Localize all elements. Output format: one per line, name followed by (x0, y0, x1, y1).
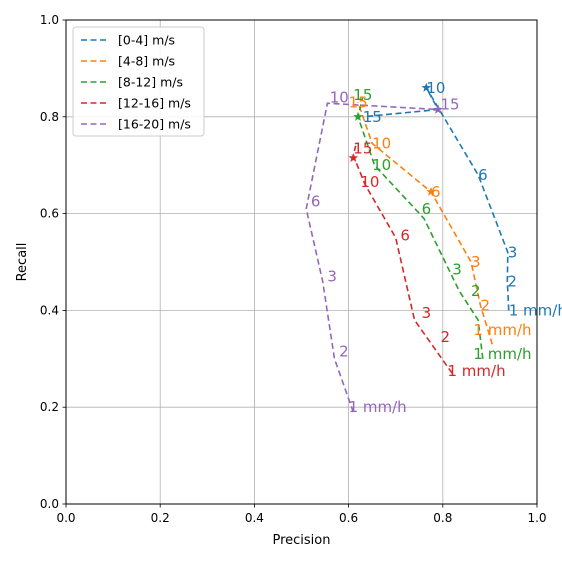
x-tick-label: 0.0 (56, 511, 75, 525)
point-label: 1 mm/h (509, 301, 562, 319)
x-tick-label: 0.8 (433, 511, 452, 525)
series-line (357, 102, 494, 345)
point-label: 6 (431, 183, 441, 201)
series-layer (305, 82, 510, 413)
ticks: 0.0 0.2 0.4 0.6 0.8 1.0 0.0 0.2 0.4 0.6 0.8 1.0 (40, 13, 547, 525)
legend: [0-4] m/s [4-8] m/s [8-12] m/s [12-16] m/s [… (72, 26, 205, 137)
legend-entry: [0-4] m/s (118, 33, 175, 48)
y-tick-label: 0.4 (40, 303, 59, 317)
series-star-marker (353, 111, 363, 121)
point-label: 6 (478, 166, 488, 184)
point-label: 10 (360, 173, 379, 191)
point-label: 1 mm/h (448, 362, 506, 380)
point-label: 10 (426, 79, 445, 97)
point-label: 15 (440, 96, 459, 114)
point-label: 2 (471, 282, 481, 300)
point-label: 3 (327, 268, 337, 286)
series-star-marker (433, 104, 443, 114)
x-tick-label: 1.0 (527, 511, 546, 525)
x-tick-label: 0.6 (339, 511, 358, 525)
legend-entry: [16-20] m/s (118, 117, 191, 132)
point-label: 3 (422, 304, 432, 322)
series-line (305, 102, 439, 413)
series-star-marker (348, 152, 359, 162)
point-label: 3 (452, 260, 462, 278)
y-axis-label: Recall (15, 243, 30, 282)
y-tick-label: 0.8 (40, 110, 59, 124)
legend-entry: [8-12] m/s (118, 75, 183, 90)
y-tick-label: 0.6 (40, 207, 59, 221)
point-label: 3 (508, 243, 518, 261)
point-label: 2 (440, 328, 450, 346)
point-label: 10 (330, 88, 349, 106)
point-label: 6 (422, 200, 432, 218)
grid (65, 19, 538, 505)
point-label: 6 (311, 193, 321, 211)
x-tick-label: 0.4 (245, 511, 264, 525)
series-star-marker (426, 186, 436, 196)
point-label: 1 mm/h (349, 398, 407, 416)
x-axis-label: Precision (272, 533, 330, 548)
point-label: 2 (507, 272, 517, 290)
point-label: 3 (471, 253, 481, 271)
series-star-marker (421, 82, 432, 92)
plot-frame (65, 19, 538, 505)
legend-entry: [12-16] m/s (118, 96, 191, 111)
legend-box (72, 26, 205, 137)
point-label: 1 mm/h (473, 321, 531, 339)
x-tick-label: 0.2 (151, 511, 170, 525)
y-tick-label: 0.0 (40, 497, 59, 511)
y-tick-label: 0.2 (40, 400, 59, 414)
point-label: 10 (372, 156, 391, 174)
point-label: 2 (339, 343, 349, 361)
point-label: 2 (480, 297, 490, 315)
point-label: 15 (353, 139, 372, 157)
point-label: 15 (353, 86, 372, 104)
point-label: 15 (363, 108, 382, 126)
point-label: 15 (349, 93, 368, 111)
y-tick-label: 1.0 (40, 13, 59, 27)
point-label: 10 (372, 134, 391, 152)
legend-entry: [4-8] m/s (118, 54, 175, 69)
point-label: 1 mm/h (473, 345, 531, 363)
point-label: 6 (400, 226, 410, 244)
